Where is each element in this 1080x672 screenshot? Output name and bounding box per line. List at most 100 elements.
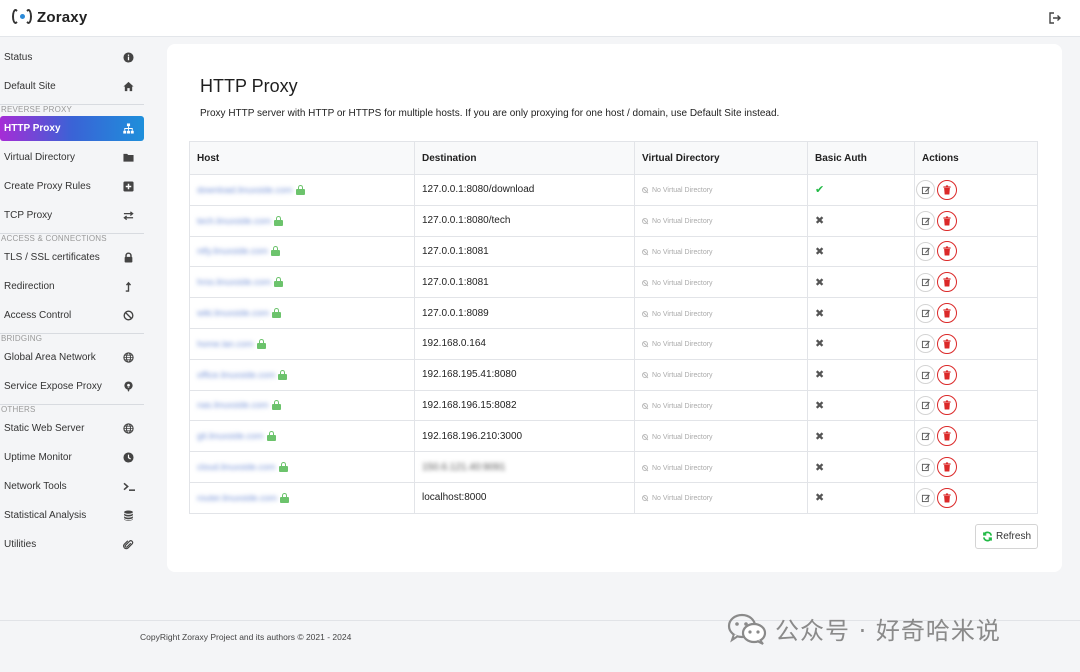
delete-button[interactable] (937, 303, 957, 324)
edit-button[interactable] (916, 180, 935, 200)
sidebar-item-label: Redirection (4, 281, 55, 292)
edit-icon (921, 463, 930, 472)
sidebar-item-tls-ssl-certificates[interactable]: TLS / SSL certificates (0, 243, 144, 272)
basic-auth-cell: ✖ (807, 481, 915, 514)
host-link[interactable]: git.linuxside.com (197, 431, 264, 442)
trash-icon (943, 462, 951, 472)
sidebar-item-label: Network Tools (4, 481, 67, 492)
sidebar-item-http-proxy[interactable]: HTTP Proxy (0, 116, 144, 141)
host-link[interactable]: cloud.linuxside.com (197, 461, 276, 472)
refresh-button[interactable]: Refresh (975, 524, 1038, 549)
cross-icon: ✖ (815, 430, 825, 443)
host-link[interactable]: hrss.linuxside.com (197, 277, 272, 288)
database-icon (123, 510, 134, 521)
edit-button[interactable] (916, 488, 935, 508)
host-link[interactable]: wiki.linuxside.com (197, 307, 270, 318)
actions-cell (914, 358, 1038, 391)
sidebar-item-network-tools[interactable]: Network Tools (0, 472, 144, 501)
trash-icon (943, 308, 951, 318)
sidebar-item-default-site[interactable]: Default Site (0, 72, 144, 101)
delete-button[interactable] (937, 241, 957, 262)
delete-button[interactable] (937, 333, 957, 354)
edit-button[interactable] (916, 303, 935, 323)
ban-icon (642, 495, 648, 502)
level-up-icon (123, 281, 134, 292)
logout-icon[interactable] (1048, 11, 1062, 25)
delete-button[interactable] (937, 487, 957, 508)
delete-button[interactable] (937, 179, 957, 200)
edit-button[interactable] (916, 241, 935, 261)
edit-button[interactable] (916, 395, 935, 415)
delete-button[interactable] (937, 426, 957, 447)
basic-auth-cell: ✖ (807, 297, 915, 329)
column-header-host: Host (189, 141, 415, 175)
refresh-label: Refresh (995, 531, 1031, 542)
actions-cell (914, 235, 1038, 268)
logo[interactable]: Zoraxy (12, 7, 87, 27)
column-header-destination: Destination (414, 141, 635, 175)
sidebar-item-service-expose-proxy[interactable]: Service Expose Proxy (0, 372, 144, 401)
edit-button[interactable] (916, 272, 935, 292)
edit-button[interactable] (916, 211, 935, 231)
destination-value: 192.168.196.210:3000 (422, 430, 523, 442)
basic-auth-cell: ✖ (807, 266, 915, 299)
host-link[interactable]: router.linuxside.com (197, 492, 278, 503)
basic-auth-cell: ✔ (807, 174, 915, 206)
host-link[interactable]: home.lan.com (197, 338, 254, 349)
sidebar-item-label: Virtual Directory (4, 152, 75, 163)
footer-copyright: CopyRight Zoraxy Project and its authors… (140, 632, 352, 642)
https-lock-icon (278, 369, 288, 380)
host-link[interactable]: office.linuxside.com (197, 369, 276, 380)
sidebar-item-utilities[interactable]: Utilities (0, 530, 144, 559)
host-link[interactable]: ntfy.linuxside.com (197, 246, 268, 257)
ban-icon (642, 218, 648, 225)
sidebar-item-status[interactable]: Status (0, 43, 144, 72)
delete-button[interactable] (937, 364, 957, 385)
sidebar-item-uptime-monitor[interactable]: Uptime Monitor (0, 443, 144, 472)
delete-button[interactable] (937, 210, 957, 231)
edit-button[interactable] (916, 457, 935, 477)
cross-icon: ✖ (815, 215, 825, 228)
host-cell: wiki.linuxside.com (189, 297, 415, 329)
sidebar-item-label: TLS / SSL certificates (4, 252, 100, 263)
podcast-icon (123, 381, 134, 392)
delete-button[interactable] (937, 457, 957, 478)
sidebar-item-access-control[interactable]: Access Control (0, 301, 144, 330)
sidebar-item-global-area-network[interactable]: Global Area Network (0, 343, 144, 372)
table-row: git.linuxside.com 192.168.196.210:3000 No … (189, 420, 1038, 453)
destination-value: 150.6.121.40:9091 (422, 461, 506, 473)
cross-icon: ✖ (815, 276, 825, 289)
sidebar-item-tcp-proxy[interactable]: TCP Proxy (0, 201, 144, 230)
host-cell: office.linuxside.com (189, 358, 415, 391)
sidebar-item-label: Service Expose Proxy (4, 381, 102, 392)
edit-button[interactable] (916, 426, 935, 446)
sidebar-item-static-web-server[interactable]: Static Web Server (0, 414, 144, 443)
trash-icon (943, 370, 951, 380)
delete-button[interactable] (937, 272, 957, 293)
delete-button[interactable] (937, 395, 957, 416)
host-link[interactable]: tech.linuxside.com (197, 215, 272, 226)
virtual-directory-cell: No Virtual Directory (634, 204, 808, 237)
host-cell: router.linuxside.com (189, 481, 415, 514)
virtual-directory-cell: No Virtual Directory (634, 358, 808, 391)
footer-divider (0, 620, 1080, 621)
actions-cell (914, 451, 1038, 483)
cross-icon: ✖ (815, 369, 825, 382)
virtual-directory-cell: No Virtual Directory (634, 266, 808, 299)
zoraxy-logo-icon (12, 7, 32, 27)
edit-button[interactable] (916, 334, 935, 354)
destination-value: 127.0.0.1:8081 (422, 245, 489, 257)
destination-value: 192.168.0.164 (422, 338, 486, 350)
host-link[interactable]: nas.linuxside.com (197, 400, 269, 411)
sidebar-item-statistical-analysis[interactable]: Statistical Analysis (0, 501, 144, 530)
actions-cell (914, 420, 1038, 453)
cross-icon: ✖ (815, 245, 825, 258)
sidebar-item-create-proxy-rules[interactable]: Create Proxy Rules (0, 172, 144, 201)
page-description: Proxy HTTP server with HTTP or HTTPS for… (200, 108, 780, 119)
virtual-directory-value: No Virtual Directory (652, 248, 713, 256)
edit-icon (921, 186, 930, 194)
host-link[interactable]: download.linuxside.com (197, 184, 293, 195)
sidebar-item-redirection[interactable]: Redirection (0, 272, 144, 301)
sidebar-item-virtual-directory[interactable]: Virtual Directory (0, 143, 144, 172)
edit-button[interactable] (916, 365, 935, 385)
